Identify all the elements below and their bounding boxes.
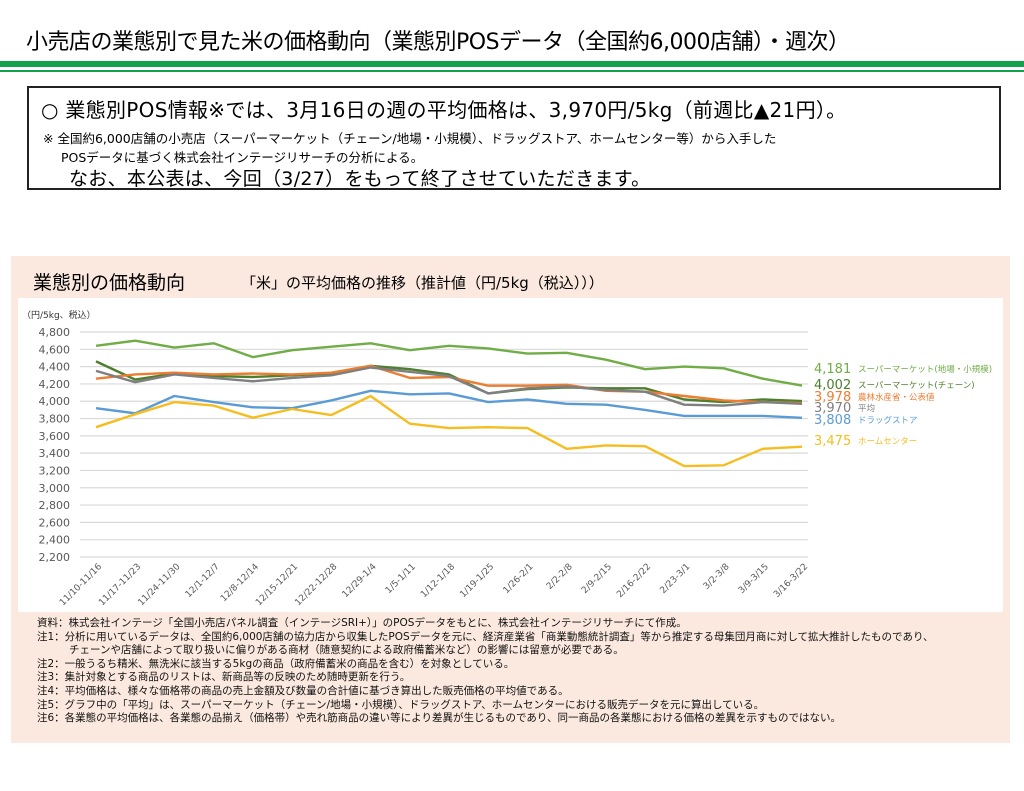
x-tick-label: 2/16-2/22 bbox=[615, 562, 653, 600]
chart-area: （円/5kg、税込） 4,800 4,600 4,400 4,200 4,000 3,80… bbox=[18, 298, 1003, 612]
note-1: 注1：分析に用いているデータは、全国約6,000店舗の協力店から収集したPOSデ… bbox=[37, 630, 934, 643]
series-end-value-label: 3,808 bbox=[814, 413, 851, 428]
y-tick-label: 3,800 bbox=[39, 413, 71, 426]
x-tick-label: 2/2-2/8 bbox=[545, 562, 575, 592]
x-tick-label: 3/16-3/22 bbox=[772, 562, 810, 600]
y-tick-label: 3,000 bbox=[39, 482, 71, 495]
x-tick-label: 3/9-3/15 bbox=[737, 562, 771, 596]
panel-subtitle: 「米」の平均価格の推移（推計値（円/5kg（税込））） bbox=[241, 274, 604, 292]
source-note: 資料：株式会社インテージ「全国小売店パネル調査（インテージSRI+）」のPOSデ… bbox=[37, 617, 687, 629]
y-tick-label: 4,200 bbox=[39, 378, 71, 391]
y-tick-label: 2,600 bbox=[39, 516, 71, 529]
y-tick-label: 3,600 bbox=[39, 430, 71, 443]
y-tick-label: 3,400 bbox=[39, 447, 71, 460]
y-axis-unit-label: （円/5kg、税込） bbox=[22, 309, 96, 321]
legend-series-name: 平均 bbox=[858, 403, 875, 414]
x-tick-label: 2/23-3/1 bbox=[659, 562, 693, 596]
series-line bbox=[95, 394, 803, 468]
x-tick-label: 11/24-11/30 bbox=[137, 562, 183, 608]
series-end-value-label: 3,475 bbox=[814, 434, 851, 449]
y-tick-label: 3,200 bbox=[39, 464, 71, 477]
page-title: 小売店の業態別で見た米の価格動向（業態別POSデータ（全国約6,000店舗）・週… bbox=[26, 30, 850, 55]
note-2: 注2：一般うるち精米、無洗米に該当する5kgの商品（政府備蓄米の商品を含む）を対… bbox=[37, 657, 515, 670]
price-trend-panel: 業態別の価格動向 「米」の平均価格の推移（推計値（円/5kg（税込））） （円/… bbox=[11, 256, 1010, 743]
summary-footnote-line2: POSデータに基づく株式会社インテージリサーチの分析による。 bbox=[61, 150, 424, 165]
series-end-value-label: 3,978 bbox=[814, 390, 851, 405]
x-tick-label: 1/5-1/11 bbox=[384, 562, 418, 596]
x-tick-label: 12/8-12/14 bbox=[219, 562, 261, 604]
summary-box: ○ 業態別POS情報※では、3月16日の週の平均価格は、3,970円/5kg（前… bbox=[27, 86, 1001, 190]
note-6: 注6：各業態の平均価格は、各業態の品揃え（価格帯）や売れ筋商品の違い等により差異… bbox=[37, 712, 841, 725]
x-tick-label: 12/22-12/28 bbox=[293, 562, 339, 608]
header-divider-thick bbox=[0, 61, 1024, 67]
x-tick-label: 1/19-1/25 bbox=[458, 562, 496, 600]
legend-series-name: ドラッグストア bbox=[858, 415, 918, 426]
series-end-value-label: 3,970 bbox=[814, 401, 851, 416]
notes-section: 資料：株式会社インテージ「全国小売店パネル調査（インテージSRI+）」のPOSデ… bbox=[37, 617, 934, 726]
series-line bbox=[95, 339, 803, 387]
x-tick-label: 12/1-12/7 bbox=[184, 562, 222, 600]
note-3: 注3：集計対象とする商品のリストは、新商品等の反映のため随時更新を行う。 bbox=[37, 671, 411, 684]
note-5: 注5：グラフ中の「平均」は、スーパーマーケット（チェーン/地場・小規模）、ドラッ… bbox=[37, 698, 765, 711]
summary-footnote-line1: ※ 全国約6,000店舗の小売店（スーパーマーケット（チェーン/地場・小規模）、… bbox=[43, 131, 777, 146]
legend-series-name: ホームセンター bbox=[858, 437, 917, 447]
legend-series-name: スーパーマーケット(チェーン) bbox=[858, 381, 975, 391]
x-tick-label: 12/29-1/4 bbox=[341, 562, 379, 600]
y-tick-label: 4,800 bbox=[39, 326, 71, 339]
note-1-continued: チェーンや店舗によって取り扱いに偏りがある商材（随意契約による政府備蓄米など）の… bbox=[69, 644, 624, 657]
end-of-publication-notice: なお、本公表は、今回（3/27）をもって終了させていただきます。 bbox=[69, 168, 651, 190]
x-tick-label: 1/12-1/18 bbox=[419, 562, 457, 600]
line-chart: （円/5kg、税込） 4,800 4,600 4,400 4,200 4,000 3,80… bbox=[22, 309, 992, 608]
note-4: 注4：平均価格は、様々な価格帯の商品の売上金額及び数量の合計値に基づき算出した販… bbox=[37, 684, 569, 697]
x-tick-label: 1/26-2/1 bbox=[502, 562, 536, 596]
header-divider-thin bbox=[0, 70, 1024, 72]
y-tick-label: 2,400 bbox=[39, 534, 71, 547]
y-tick-label: 2,200 bbox=[39, 551, 71, 564]
y-tick-label: 2,800 bbox=[39, 499, 71, 512]
x-tick-label: 2/9-2/15 bbox=[580, 562, 614, 596]
y-tick-label: 4,400 bbox=[39, 361, 71, 374]
legend-series-name: スーパーマーケット(地場・小規模) bbox=[858, 364, 992, 375]
x-tick-label: 3/2-3/8 bbox=[702, 562, 732, 592]
y-tick-label: 4,600 bbox=[39, 343, 71, 356]
summary-headline: ○ 業態別POS情報※では、3月16日の週の平均価格は、3,970円/5kg（前… bbox=[41, 98, 847, 122]
series-end-value-label: 4,002 bbox=[814, 378, 851, 393]
series-end-value-label: 4,181 bbox=[814, 362, 851, 377]
y-tick-label: 4,000 bbox=[39, 395, 71, 408]
panel-title: 業態別の価格動向 bbox=[33, 272, 186, 294]
legend-series-name: 農林水産省・公表値 bbox=[858, 392, 935, 403]
